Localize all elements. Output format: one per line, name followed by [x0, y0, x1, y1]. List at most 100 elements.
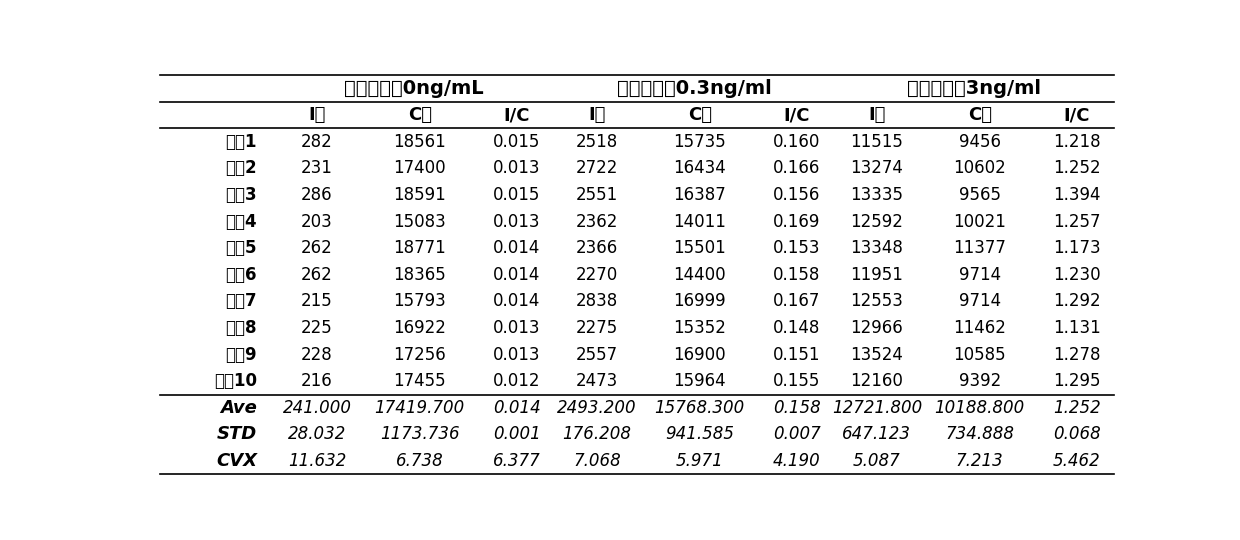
Text: 16922: 16922: [393, 319, 446, 337]
Text: 测试浓度：0.3ng/ml: 测试浓度：0.3ng/ml: [616, 79, 771, 98]
Text: 1.173: 1.173: [1053, 239, 1101, 257]
Text: 1.292: 1.292: [1053, 292, 1101, 310]
Text: 测试浓度：0ng/mL: 测试浓度：0ng/mL: [345, 79, 484, 98]
Text: 2362: 2362: [575, 213, 618, 231]
Text: 6.377: 6.377: [494, 452, 541, 470]
Text: 203: 203: [301, 213, 332, 231]
Text: 11462: 11462: [954, 319, 1006, 337]
Text: 9392: 9392: [959, 372, 1001, 390]
Text: 1.230: 1.230: [1053, 266, 1101, 284]
Text: 10021: 10021: [954, 213, 1006, 231]
Text: 734.888: 734.888: [945, 426, 1014, 443]
Text: 5.462: 5.462: [1053, 452, 1101, 470]
Text: 测试10: 测试10: [215, 372, 257, 390]
Text: 0.014: 0.014: [494, 266, 541, 284]
Text: 1.131: 1.131: [1053, 319, 1101, 337]
Text: 0.158: 0.158: [774, 266, 821, 284]
Text: 0.156: 0.156: [774, 186, 821, 204]
Text: 0.013: 0.013: [494, 319, 541, 337]
Text: 2473: 2473: [575, 372, 618, 390]
Text: 0.167: 0.167: [774, 292, 821, 310]
Text: 0.148: 0.148: [774, 319, 821, 337]
Text: 0.012: 0.012: [494, 372, 541, 390]
Text: 2551: 2551: [575, 186, 618, 204]
Text: 17256: 17256: [393, 346, 446, 363]
Text: 10585: 10585: [954, 346, 1006, 363]
Text: 15768.300: 15768.300: [655, 399, 745, 417]
Text: 2722: 2722: [575, 159, 618, 177]
Text: 28.032: 28.032: [288, 426, 346, 443]
Text: 0.155: 0.155: [774, 372, 821, 390]
Text: 15964: 15964: [673, 372, 727, 390]
Text: 228: 228: [301, 346, 332, 363]
Text: 13348: 13348: [851, 239, 904, 257]
Text: 225: 225: [301, 319, 332, 337]
Text: 15793: 15793: [393, 292, 446, 310]
Text: 1.218: 1.218: [1053, 133, 1101, 151]
Text: 15352: 15352: [673, 319, 727, 337]
Text: 9714: 9714: [959, 292, 1001, 310]
Text: 11951: 11951: [851, 266, 904, 284]
Text: 0.001: 0.001: [494, 426, 541, 443]
Text: 262: 262: [301, 239, 332, 257]
Text: I値: I値: [309, 106, 326, 124]
Text: 16387: 16387: [673, 186, 727, 204]
Text: C値: C値: [688, 106, 712, 124]
Text: 2557: 2557: [575, 346, 618, 363]
Text: 12592: 12592: [851, 213, 904, 231]
Text: 1.394: 1.394: [1053, 186, 1101, 204]
Text: 216: 216: [301, 372, 332, 390]
Text: C値: C値: [408, 106, 432, 124]
Text: 13524: 13524: [851, 346, 904, 363]
Text: 176.208: 176.208: [563, 426, 631, 443]
Text: 15735: 15735: [673, 133, 727, 151]
Text: 16900: 16900: [673, 346, 727, 363]
Text: 9714: 9714: [959, 266, 1001, 284]
Text: 测试浓度：3ng/ml: 测试浓度：3ng/ml: [908, 79, 1042, 98]
Text: 2366: 2366: [575, 239, 618, 257]
Text: 15083: 15083: [393, 213, 446, 231]
Text: CVX: CVX: [216, 452, 257, 470]
Text: 测试3: 测试3: [226, 186, 257, 204]
Text: 0.015: 0.015: [494, 133, 541, 151]
Text: 1.278: 1.278: [1053, 346, 1101, 363]
Text: 0.160: 0.160: [774, 133, 821, 151]
Text: I/C: I/C: [784, 106, 810, 124]
Text: 17419.700: 17419.700: [374, 399, 465, 417]
Text: 5.087: 5.087: [853, 452, 900, 470]
Text: 0.015: 0.015: [494, 186, 541, 204]
Text: 18591: 18591: [393, 186, 446, 204]
Text: 12721.800: 12721.800: [832, 399, 923, 417]
Text: 17455: 17455: [393, 372, 446, 390]
Text: 12160: 12160: [851, 372, 904, 390]
Text: 7.213: 7.213: [956, 452, 1003, 470]
Text: 282: 282: [301, 133, 332, 151]
Text: 12966: 12966: [851, 319, 903, 337]
Text: 测试7: 测试7: [226, 292, 257, 310]
Text: 2518: 2518: [575, 133, 618, 151]
Text: I/C: I/C: [503, 106, 531, 124]
Text: I値: I値: [868, 106, 885, 124]
Text: 14400: 14400: [673, 266, 727, 284]
Text: 0.013: 0.013: [494, 159, 541, 177]
Text: 测试5: 测试5: [226, 239, 257, 257]
Text: 9456: 9456: [959, 133, 1001, 151]
Text: 0.007: 0.007: [773, 426, 821, 443]
Text: 2838: 2838: [575, 292, 618, 310]
Text: 0.151: 0.151: [774, 346, 821, 363]
Text: 11515: 11515: [851, 133, 904, 151]
Text: C値: C値: [967, 106, 992, 124]
Text: 10188.800: 10188.800: [935, 399, 1025, 417]
Text: 286: 286: [301, 186, 332, 204]
Text: 12553: 12553: [851, 292, 904, 310]
Text: 18365: 18365: [393, 266, 446, 284]
Text: 0.169: 0.169: [774, 213, 821, 231]
Text: I/C: I/C: [1064, 106, 1090, 124]
Text: STD: STD: [217, 426, 257, 443]
Text: 9565: 9565: [959, 186, 1001, 204]
Text: 11377: 11377: [954, 239, 1006, 257]
Text: 0.166: 0.166: [774, 159, 821, 177]
Text: 647.123: 647.123: [842, 426, 911, 443]
Text: 0.013: 0.013: [494, 213, 541, 231]
Text: 5.971: 5.971: [676, 452, 724, 470]
